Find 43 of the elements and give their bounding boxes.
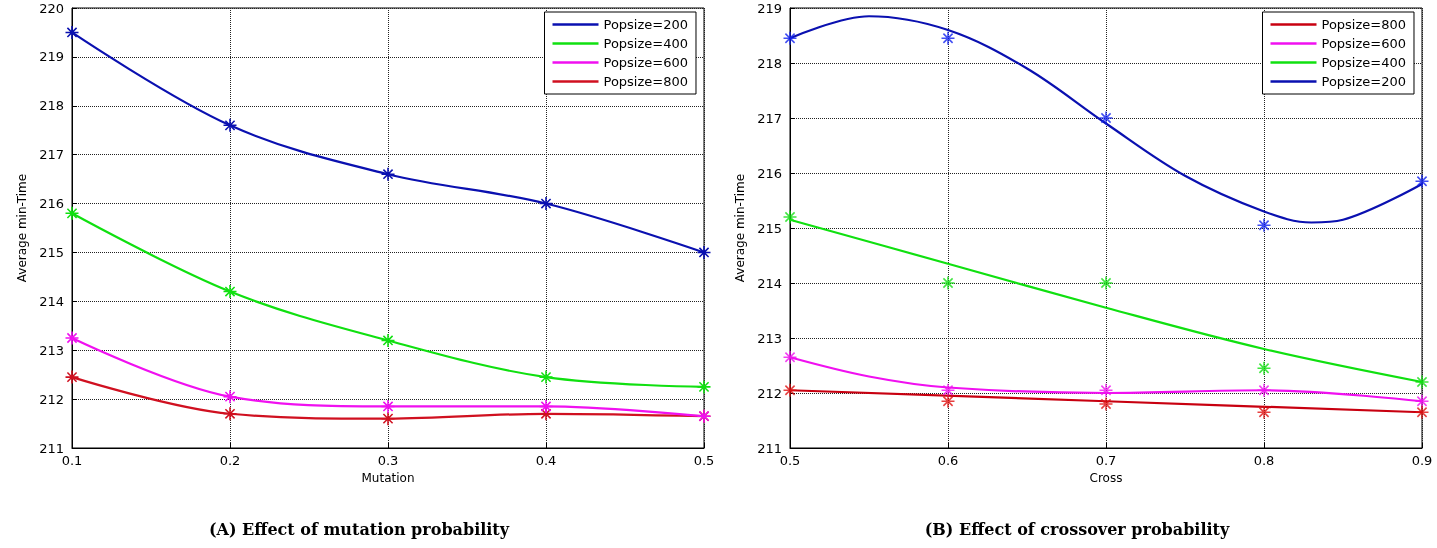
legend-label: Popsize=200 xyxy=(603,17,689,32)
x-axis-title: Cross xyxy=(1089,471,1123,485)
y-tick-label: 211 xyxy=(757,440,782,456)
y-axis-title: Average min-Time xyxy=(733,173,747,283)
x-axis-title: Mutation xyxy=(361,471,415,485)
y-tick-label: 219 xyxy=(757,0,782,16)
legend-label: Popsize=200 xyxy=(1321,74,1407,89)
y-tick-label: 218 xyxy=(757,55,782,71)
x-tick-label: 0.9 xyxy=(1411,453,1433,468)
y-tick-label: 212 xyxy=(39,391,64,407)
y-tick-label: 219 xyxy=(39,49,64,65)
x-tick-label: 0.5 xyxy=(693,453,715,468)
y-tick-label: 218 xyxy=(39,98,64,114)
y-tick-label: 217 xyxy=(39,147,64,163)
y-tick-label: 214 xyxy=(757,275,782,291)
x-tick-label: 0.3 xyxy=(377,453,399,468)
x-tick-label: 0.1 xyxy=(61,453,83,468)
legend-label: Popsize=400 xyxy=(603,36,689,51)
x-tick-label: 0.8 xyxy=(1253,453,1275,468)
text: (A) Effect of mutation probability xyxy=(208,519,510,539)
legend-label: Popsize=800 xyxy=(1321,17,1407,32)
y-tick-label: 213 xyxy=(39,342,64,358)
legend-label: Popsize=600 xyxy=(1321,36,1407,51)
legend-label: Popsize=600 xyxy=(603,55,689,70)
y-tick-label: 212 xyxy=(757,385,782,401)
y-tick-label: 215 xyxy=(757,220,782,236)
y-tick-label: 214 xyxy=(39,293,64,309)
text: (B) Effect of crossover probability xyxy=(924,519,1230,539)
x-tick-label: 0.4 xyxy=(535,453,557,468)
x-tick-label: 0.7 xyxy=(1095,453,1117,468)
legend-label: Popsize=800 xyxy=(603,74,689,89)
y-tick-label: 213 xyxy=(757,330,782,346)
x-tick-label: 0.6 xyxy=(937,453,959,468)
legend-label: Popsize=400 xyxy=(1321,55,1407,70)
y-axis-title: Average min-Time xyxy=(15,173,29,283)
x-tick-label: 0.2 xyxy=(219,453,241,468)
y-tick-label: 216 xyxy=(39,196,64,212)
y-tick-label: 220 xyxy=(39,0,64,16)
y-tick-label: 216 xyxy=(757,165,782,181)
x-tick-label: 0.5 xyxy=(779,453,801,468)
y-tick-label: 215 xyxy=(39,244,64,260)
y-tick-label: 217 xyxy=(757,110,782,126)
y-tick-label: 211 xyxy=(39,440,64,456)
